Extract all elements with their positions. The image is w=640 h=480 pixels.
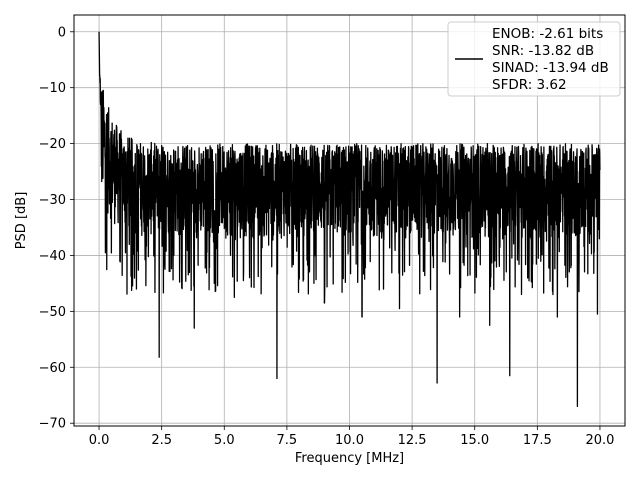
x-tick-label: 12.5 <box>398 433 427 448</box>
legend: ENOB: -2.61 bits SNR: -13.82 dB SINAD: -… <box>447 21 621 97</box>
y-tick-label: −70 <box>39 417 66 432</box>
x-tick-label: 5.0 <box>214 433 235 448</box>
x-tick-label: 20.0 <box>585 433 614 448</box>
y-tick-label: −20 <box>39 137 66 152</box>
psd-series-line <box>98 31 601 408</box>
y-tick-label: −30 <box>39 193 66 208</box>
x-tick-label: 2.5 <box>151 433 172 448</box>
y-axis-label: PSD [dB] <box>14 192 29 250</box>
x-tick-label: 0.0 <box>89 433 110 448</box>
y-tick-label: −50 <box>39 305 66 320</box>
y-tick-label: −40 <box>39 249 66 264</box>
legend-entry-snr: SNR: -13.82 dB <box>492 43 594 59</box>
y-axis-ticks: 0 −10 −20 −30 −40 −50 −60 −70 <box>39 25 74 432</box>
legend-entry-sfdr: SFDR: 3.62 <box>492 77 567 93</box>
x-tick-label: 7.5 <box>277 433 298 448</box>
x-axis-ticks: 0.0 2.5 5.0 7.5 10.0 12.5 15.0 17.5 20.0 <box>89 426 614 448</box>
y-tick-label: 0 <box>58 25 66 40</box>
x-tick-label: 10.0 <box>335 433 364 448</box>
x-tick-label: 17.5 <box>523 433 552 448</box>
y-tick-label: −60 <box>39 361 66 376</box>
x-tick-label: 15.0 <box>460 433 489 448</box>
x-axis-label: Frequency [MHz] <box>295 451 404 466</box>
legend-entry-enob: ENOB: -2.61 bits <box>492 26 603 42</box>
y-tick-label: −10 <box>39 81 66 96</box>
legend-entry-sinad: SINAD: -13.94 dB <box>492 60 609 76</box>
legend-box <box>447 21 621 97</box>
series-layer <box>98 31 601 408</box>
